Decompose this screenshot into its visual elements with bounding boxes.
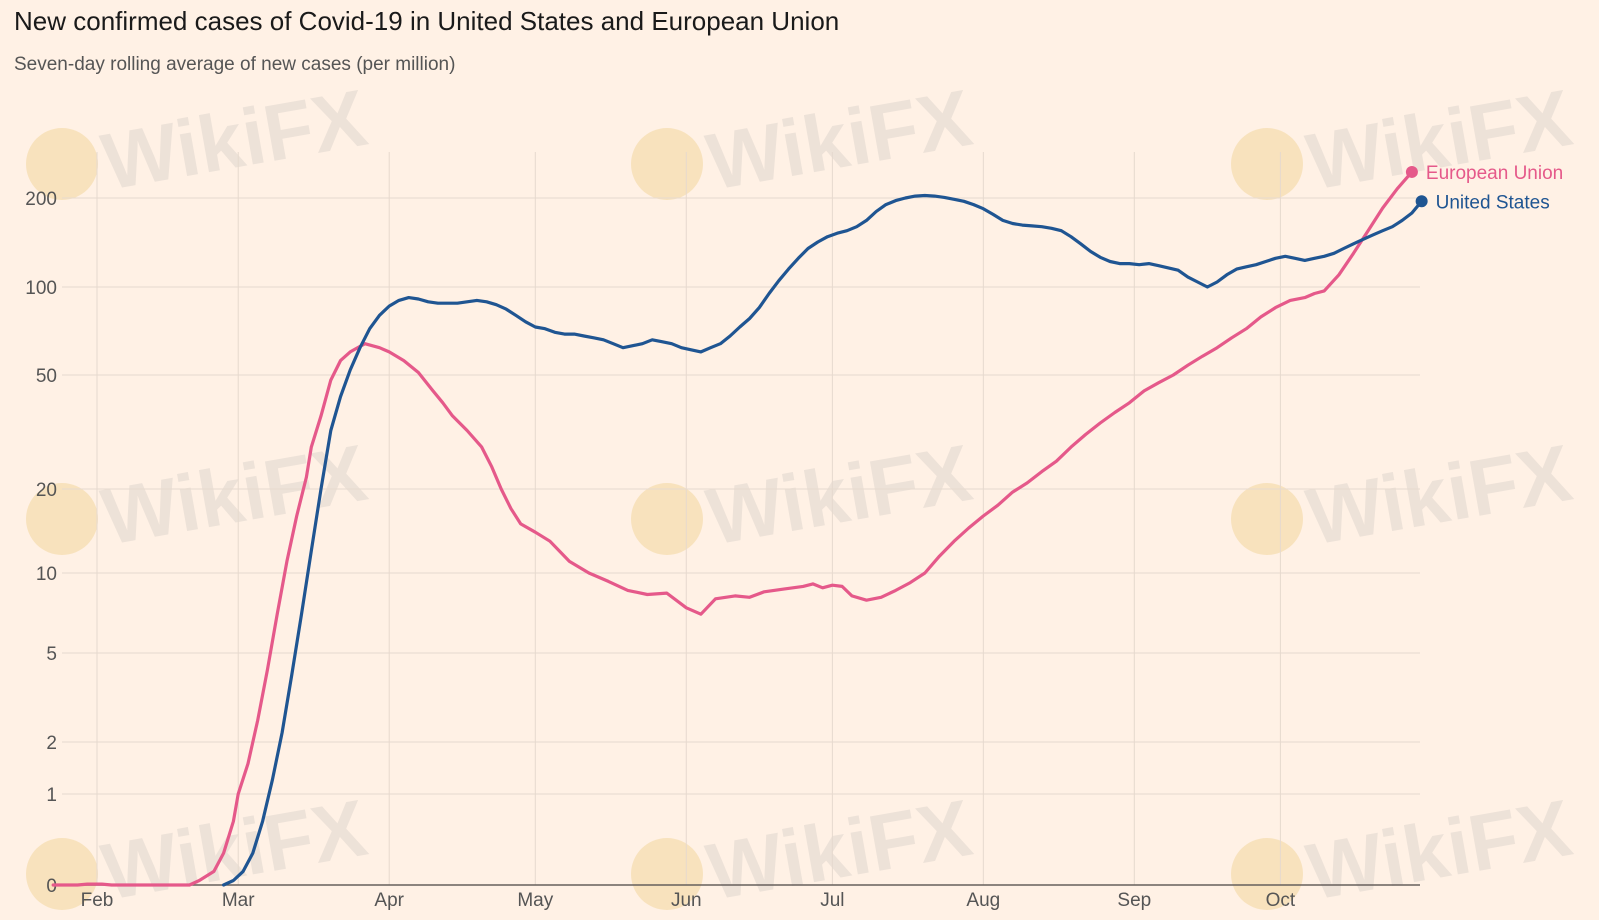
series-end-labels: European Union United States [1405,163,1563,213]
wikifx-eagle-logo [631,483,703,555]
x-tick-label-feb: Feb [81,890,114,911]
wikifx-eagle-logo [26,483,98,555]
wikifx-eagle-logo [26,128,98,200]
chart-title: New confirmed cases of Covid-19 in Unite… [14,6,840,36]
y-tick-label-1: 1 [46,785,57,806]
watermark-text: WikiFX [1300,428,1577,562]
series-end-label-european-union: European Union [1426,163,1563,184]
watermark-text: WikiFX [1300,73,1577,207]
y-gridlines [62,197,1420,795]
y-tick-label-2: 2 [46,733,57,754]
series-line-united-states [222,193,1424,887]
watermark-text: WikiFX [95,428,372,562]
x-tick-label-apr: Apr [374,890,404,911]
wikifx-eagle-logo [1231,483,1303,555]
y-tick-label-100: 100 [25,278,57,299]
wikifx-eagle-logo [1231,128,1303,200]
x-tick-label-aug: Aug [966,890,1000,911]
y-tick-label-20: 20 [36,480,57,501]
watermark-text: WikiFX [700,73,977,207]
series-end-dot-united-states [1415,195,1428,208]
watermark-text: WikiFX [1300,783,1577,917]
watermark-text: WikiFX [95,73,372,207]
series-line-european-union [51,170,1414,887]
wikifx-eagle-logo [1231,838,1303,910]
watermark-text: WikiFX [700,428,977,562]
y-tick-label-5: 5 [46,644,57,665]
y-tick-label-200: 200 [25,189,57,210]
series-lines [51,170,1424,887]
x-gridlines [96,152,1281,885]
chart-subtitle: Seven-day rolling average of new cases (… [14,54,456,75]
wikifx-eagle-logo [631,128,703,200]
series-end-label-united-states: United States [1436,192,1550,213]
y-tick-label-50: 50 [36,366,57,387]
y-axis-labels: 0 1 2 5 10 20 50 100 200 [25,189,57,897]
x-tick-label-jun: Jun [671,890,702,911]
x-axis-labels: Feb Mar Apr May Jun Jul Aug Sep Oct [81,890,1296,911]
y-tick-label-10: 10 [36,564,57,585]
watermark-layer: WikiFX WikiFX WikiFX WikiFX WikiFX WikiFX Wiki… [26,73,1578,917]
x-tick-label-may: May [517,890,553,911]
x-tick-label-oct: Oct [1266,890,1296,911]
x-tick-label-jul: Jul [820,890,844,911]
x-tick-label-sep: Sep [1117,890,1151,911]
series-end-dot-european-union [1405,165,1418,178]
wikifx-eagle-logo [631,838,703,910]
wikifx-eagle-logo [26,838,98,910]
x-tick-label-mar: Mar [222,890,255,911]
y-tick-label-0: 0 [46,876,57,897]
